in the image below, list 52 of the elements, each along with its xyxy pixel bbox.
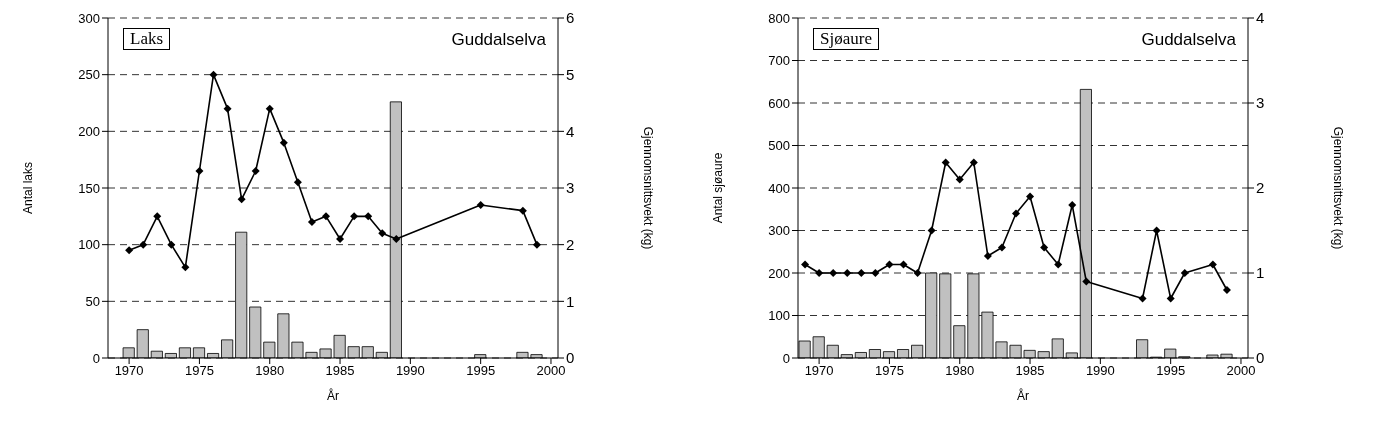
y-tick-label: 250 bbox=[78, 67, 100, 83]
annotation: Guddalselva bbox=[451, 30, 546, 50]
y2-axis-title: Gjennomsnittsvekt (kg) bbox=[640, 126, 655, 250]
x-tick-label: 1970 bbox=[114, 363, 144, 379]
y2-tick-label: 1 bbox=[566, 292, 575, 310]
x-tick-label: 1990 bbox=[395, 363, 425, 379]
x-axis-title: År bbox=[1017, 388, 1029, 403]
y-tick-label: 600 bbox=[768, 95, 790, 111]
x-tick-label: 1985 bbox=[1015, 363, 1045, 379]
y2-axis-title: Gjennomsnittsvekt (kg) bbox=[1330, 126, 1345, 250]
x-tick-label: 1980 bbox=[945, 363, 975, 379]
y-axis-title: Antal sjøaure bbox=[711, 152, 726, 224]
y-tick-label: 100 bbox=[78, 237, 100, 253]
x-tick-label: 1970 bbox=[804, 363, 834, 379]
x-tick-label: 2000 bbox=[536, 363, 566, 379]
y2-tick-label: 4 bbox=[1256, 9, 1265, 27]
annotation: Laks bbox=[123, 28, 171, 50]
x-tick-label: 1985 bbox=[325, 363, 355, 379]
x-tick-label: 1995 bbox=[1156, 363, 1186, 379]
y-tick-label: 150 bbox=[78, 180, 100, 196]
y-tick-label: 200 bbox=[78, 123, 100, 139]
y-tick-label: 800 bbox=[768, 10, 790, 26]
y2-tick-label: 3 bbox=[1256, 94, 1265, 112]
y-tick-label: 300 bbox=[768, 223, 790, 239]
annotation: Sjøaure bbox=[813, 28, 879, 50]
y-tick-label: 0 bbox=[92, 350, 100, 366]
y2-tick-label: 6 bbox=[566, 9, 575, 27]
y2-tick-label: 2 bbox=[1256, 179, 1265, 197]
y-tick-label: 500 bbox=[768, 138, 790, 154]
x-tick-label: 1975 bbox=[874, 363, 904, 379]
y2-tick-label: 4 bbox=[566, 122, 575, 140]
y2-tick-label: 0 bbox=[1256, 349, 1265, 367]
y-tick-label: 300 bbox=[78, 10, 100, 26]
x-tick-label: 1980 bbox=[255, 363, 285, 379]
y-tick-label: 700 bbox=[768, 53, 790, 69]
x-tick-label: 1975 bbox=[184, 363, 214, 379]
x-tick-label: 1995 bbox=[466, 363, 496, 379]
x-tick-label: 2000 bbox=[1226, 363, 1256, 379]
annotation: Guddalselva bbox=[1141, 30, 1236, 50]
y2-tick-label: 2 bbox=[566, 235, 575, 253]
y-tick-label: 400 bbox=[768, 180, 790, 196]
y2-tick-label: 5 bbox=[566, 65, 575, 83]
y-axis-title: Antal laks bbox=[21, 161, 36, 215]
y2-tick-label: 0 bbox=[566, 349, 575, 367]
x-tick-label: 1990 bbox=[1085, 363, 1115, 379]
y-tick-label: 50 bbox=[85, 293, 100, 309]
x-axis-title: År bbox=[327, 388, 339, 403]
y-tick-label: 100 bbox=[768, 308, 790, 324]
y2-tick-label: 1 bbox=[1256, 264, 1265, 282]
y-tick-label: 200 bbox=[768, 265, 790, 281]
y-tick-label: 0 bbox=[782, 350, 790, 366]
y2-tick-label: 3 bbox=[566, 179, 575, 197]
